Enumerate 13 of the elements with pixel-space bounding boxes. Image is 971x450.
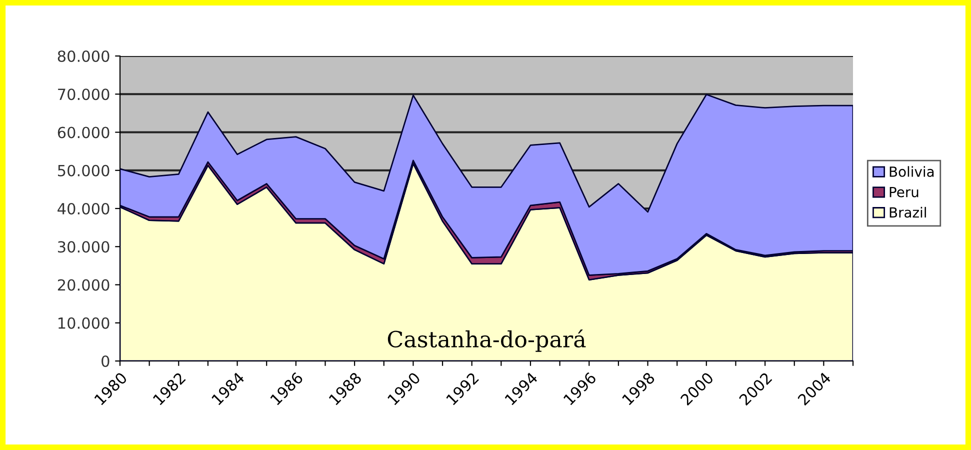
y-tick-label: 30.000 [58, 241, 110, 253]
annotation: Castanha-do-pará [388, 329, 586, 352]
y-tick-label: 20.000 [58, 279, 110, 291]
y-tick-label: 50.000 [58, 164, 110, 176]
y-tick-label: 40.000 [58, 202, 110, 215]
y-tick-label: 0 [102, 355, 110, 368]
y-tick-label: 10.000 [58, 317, 110, 329]
y-tick-label: 70.000 [58, 88, 110, 100]
legend-label: Bolivia [890, 166, 934, 177]
legend-label: Brazil [890, 206, 926, 218]
y-tick-label: 60.000 [58, 126, 110, 138]
y-tick-label: 80.000 [58, 50, 110, 62]
legend-label: Peru [890, 186, 918, 198]
